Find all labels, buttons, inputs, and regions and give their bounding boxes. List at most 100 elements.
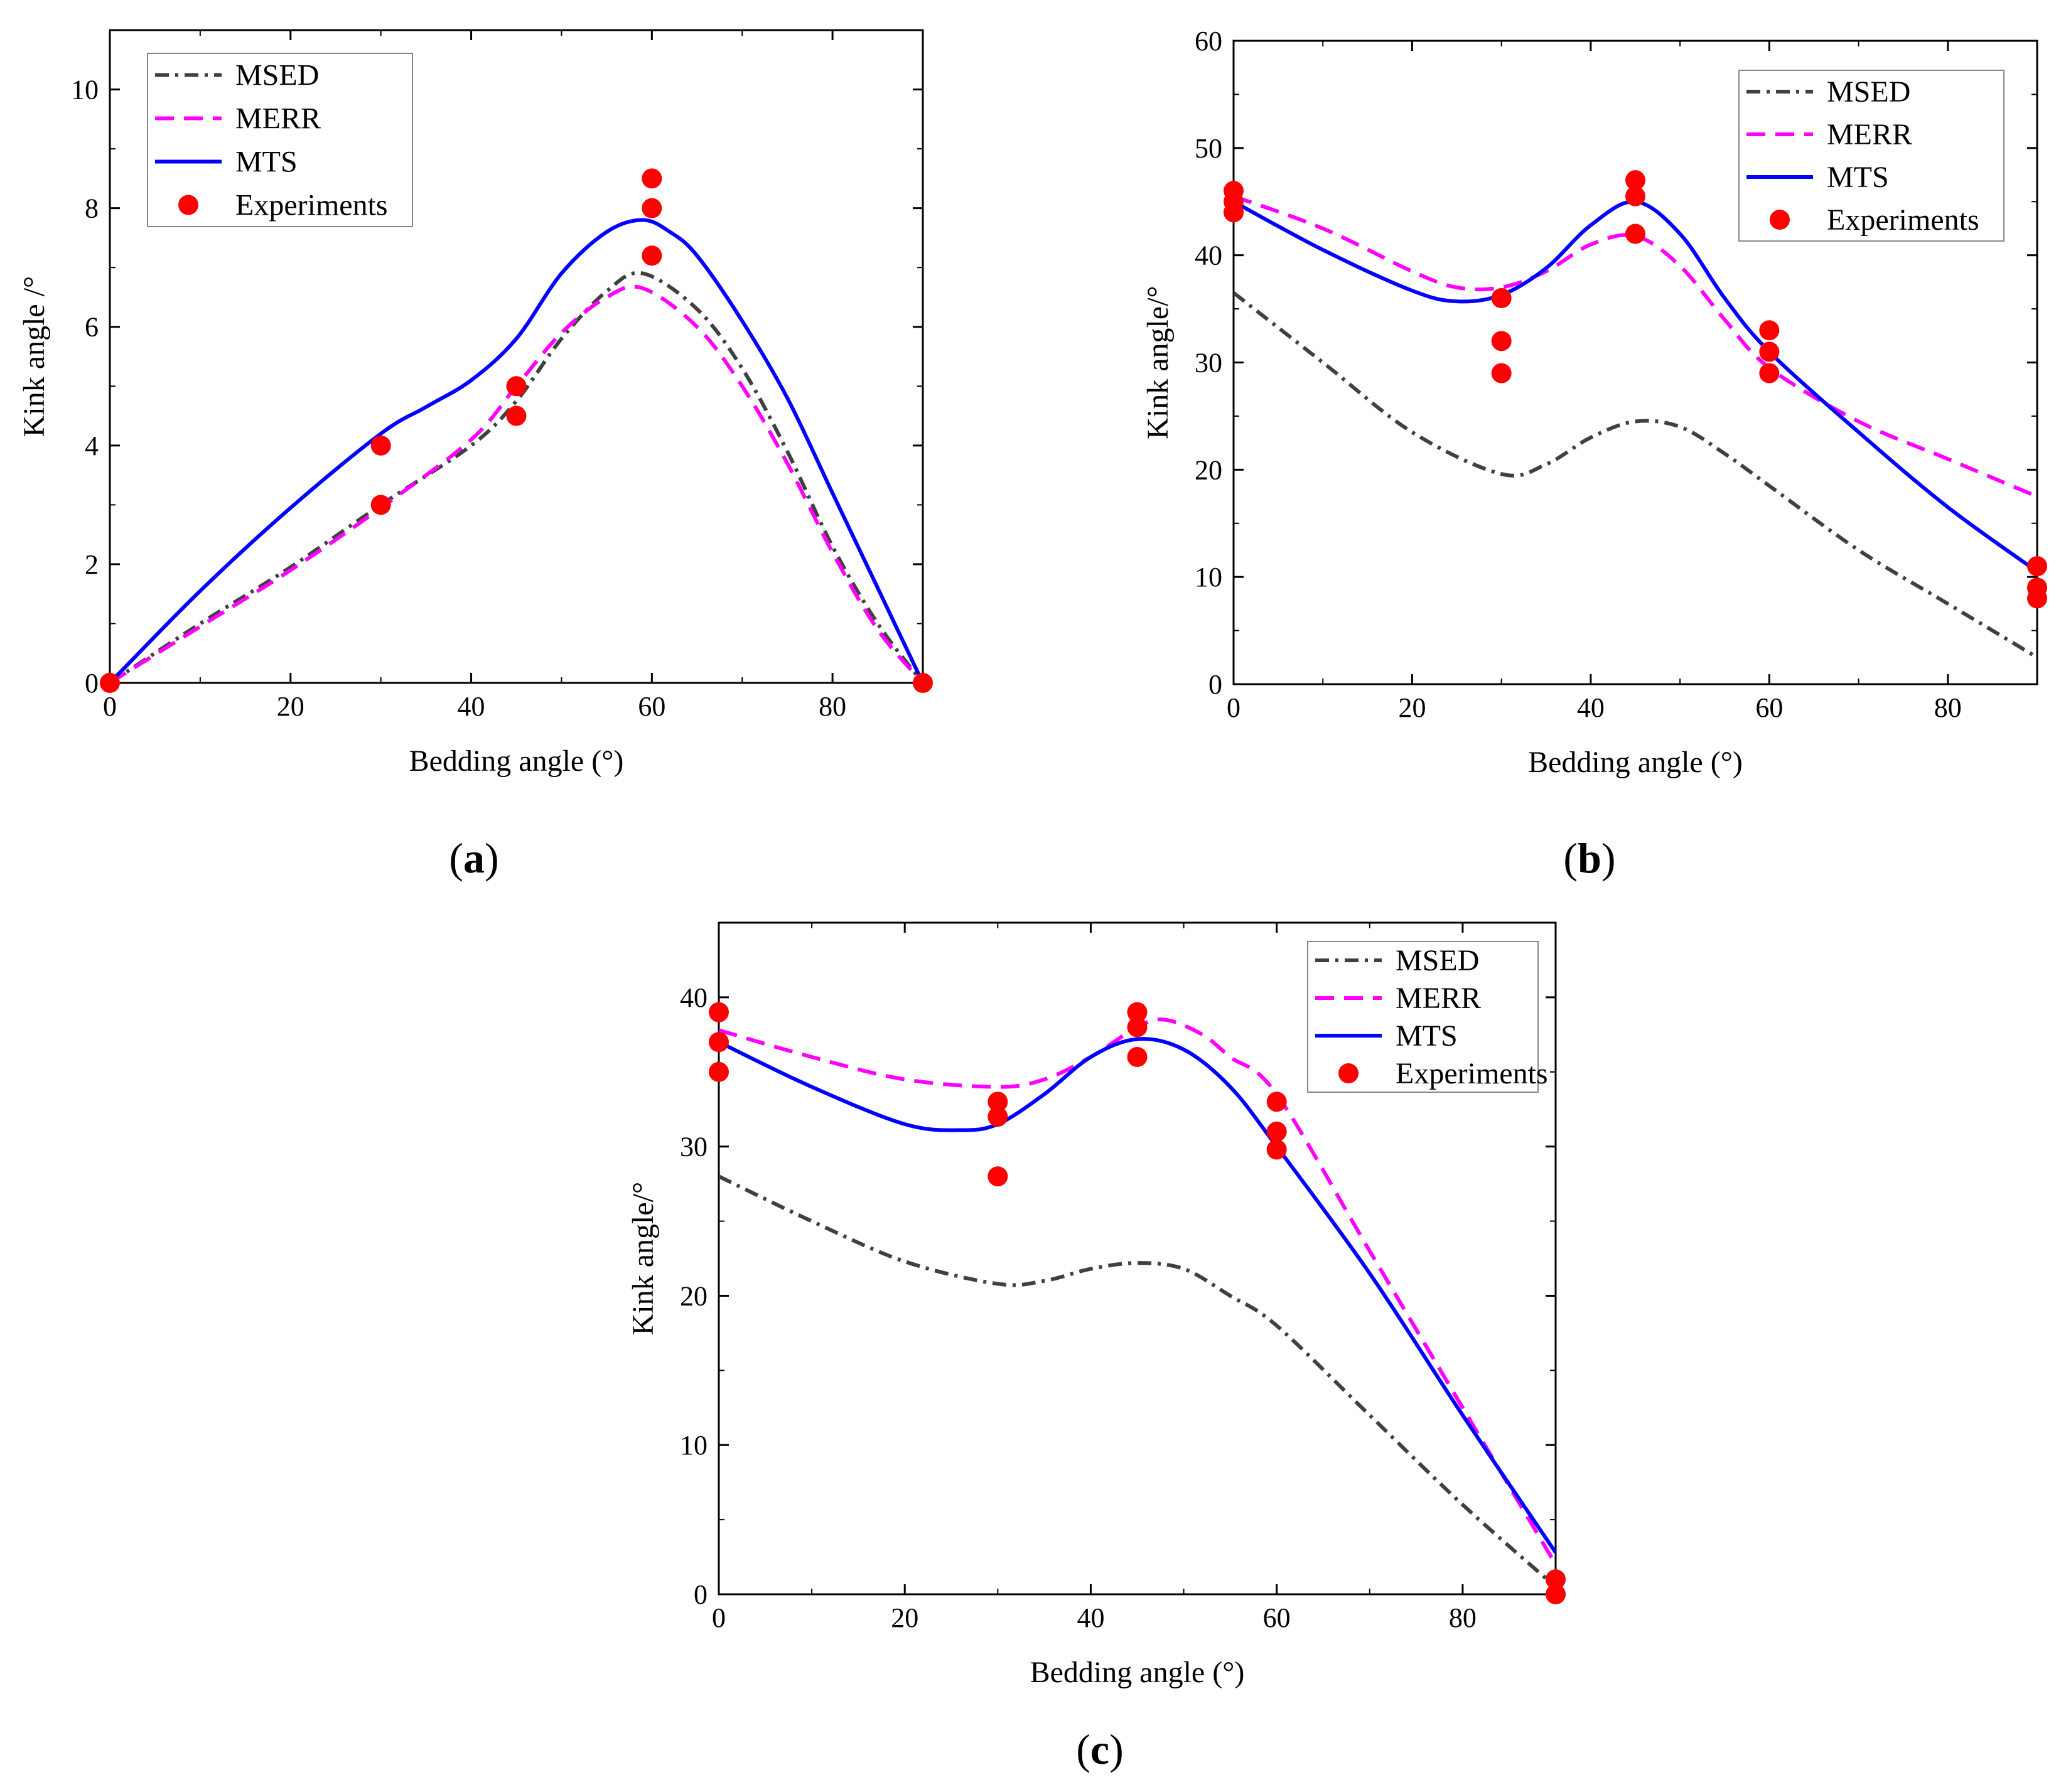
plot-area: [110, 218, 923, 683]
experiment-point: [987, 1166, 1008, 1187]
x-tick-label: 40: [458, 691, 485, 722]
series-line-merr: [719, 1017, 1556, 1565]
legend-marker-experiments: [1770, 210, 1790, 230]
x-axis-label: Bedding angle (°): [1528, 746, 1743, 779]
experiment-point: [1491, 288, 1512, 308]
experiment-point: [1127, 1047, 1148, 1067]
y-tick-label: 30: [680, 1132, 708, 1162]
x-tick-label: 0: [103, 691, 117, 722]
chart-panel-b: 0 20 40 60 80 0 10 20 30 40 50 60 Bedding angle (°) K…: [1141, 26, 2047, 882]
experiment-point: [1759, 341, 1780, 362]
y-axis-label: Kink angle/°: [627, 1182, 660, 1335]
experiment-point: [1266, 1121, 1287, 1142]
series-line-msed: [110, 271, 923, 683]
legend-label: Experiments: [235, 189, 388, 222]
experiment-point: [1266, 1092, 1287, 1112]
series-line-mts: [110, 218, 923, 683]
experiment-point: [1491, 331, 1512, 351]
plot-frame: [718, 921, 1557, 1596]
legend-label: MERR: [1396, 982, 1481, 1015]
chart-panel-a: 0 20 40 60 80 0 2 4 6 8 10 Bedding angle (°) Kink an…: [18, 29, 933, 882]
legend-label: MTS: [235, 146, 298, 179]
y-tick-label: 40: [1195, 240, 1222, 271]
legend-label: MSED: [235, 59, 319, 92]
legend: MSED MERR MTS Experiments: [147, 53, 413, 227]
experiment-point: [100, 673, 120, 693]
x-tick-label: 20: [277, 691, 304, 722]
y-axis-label: Kink angle /°: [18, 276, 51, 437]
y-tick-label: 0: [1208, 669, 1222, 700]
plot-area: [719, 1017, 1556, 1589]
panel-label-letter: a: [463, 834, 485, 882]
legend-marker-experiments: [178, 195, 198, 215]
y-axis-label: Kink angle/°: [1141, 286, 1175, 439]
y-tick-label: 10: [1195, 562, 1222, 593]
legend: MSED MERR MTS Experiments: [1307, 941, 1548, 1093]
experiment-point: [642, 245, 662, 266]
legend-marker-experiments: [1338, 1063, 1359, 1083]
x-tick-label: 60: [638, 691, 665, 722]
experiment-point: [2027, 588, 2047, 609]
experiment-point: [987, 1107, 1008, 1127]
experiment-point: [1625, 186, 1645, 207]
experiment-point: [1224, 202, 1244, 223]
legend-label: MTS: [1396, 1019, 1458, 1053]
experiment-point: [506, 405, 527, 426]
experiment-point: [709, 1002, 729, 1022]
experiment-point: [709, 1032, 729, 1053]
panel-label-open: (: [449, 834, 463, 882]
x-axis-label: Bedding angle (°): [409, 744, 624, 778]
experiment-point: [987, 1092, 1008, 1112]
legend-label: Experiments: [1827, 203, 1979, 237]
experiment-point: [1546, 1584, 1566, 1604]
experiment-point: [1266, 1139, 1287, 1160]
x-tick-label: 20: [1398, 692, 1426, 723]
chart-panel-c: 0 20 40 60 80 0 10 20 30 40 Bedding angle (°) Kink …: [627, 921, 1566, 1773]
y-tick-label: 50: [1195, 133, 1222, 164]
legend-label: MSED: [1827, 75, 1910, 109]
experiment-point: [1759, 363, 1780, 384]
y-tick-label: 20: [1195, 454, 1222, 485]
x-tick-label: 40: [1577, 692, 1605, 723]
legend-label: MSED: [1396, 944, 1479, 977]
x-tick-label: 0: [712, 1602, 726, 1633]
x-tick-label: 60: [1755, 692, 1783, 723]
experiment-point: [370, 435, 391, 456]
x-tick-label: 60: [1263, 1602, 1291, 1633]
legend-label: MERR: [235, 102, 321, 136]
series-line-merr: [1234, 194, 2037, 498]
experiment-point: [1127, 1002, 1148, 1022]
y-tick-label: 0: [694, 1579, 708, 1610]
experiment-point: [1625, 170, 1645, 191]
panel-label-close: ): [485, 834, 499, 882]
x-tick-label: 80: [1449, 1602, 1477, 1633]
panel-label-close: ): [1601, 834, 1616, 882]
series-line-msed: [1234, 291, 2037, 659]
panel-label-close: ): [1109, 1725, 1124, 1773]
legend-label: MERR: [1827, 118, 1912, 151]
y-tick-label: 6: [85, 312, 99, 343]
y-tick-label: 10: [71, 75, 99, 105]
legend: MSED MERR MTS Experiments: [1738, 70, 2004, 242]
x-tick-label: 80: [819, 691, 846, 722]
experiment-point: [1546, 1569, 1566, 1590]
y-tick-label: 0: [85, 668, 99, 699]
y-tick-label: 8: [85, 193, 99, 224]
y-tick-label: 60: [1195, 26, 1222, 56]
series-line-merr: [110, 284, 923, 683]
y-tick-label: 30: [1195, 348, 1222, 378]
experiment-point: [1759, 320, 1780, 341]
experiment-point: [913, 673, 933, 693]
panel-label-letter: b: [1578, 834, 1601, 882]
y-tick-label: 4: [85, 431, 99, 461]
experiment-point: [709, 1061, 729, 1082]
legend-label: MTS: [1827, 161, 1889, 194]
experiment-point: [370, 495, 391, 515]
x-tick-label: 40: [1077, 1602, 1104, 1633]
panel-label-letter: c: [1090, 1725, 1109, 1773]
experiment-point: [506, 376, 527, 397]
x-tick-label: 80: [1934, 692, 1962, 723]
panel-label: (a): [449, 834, 498, 882]
y-tick-label: 2: [85, 549, 99, 580]
